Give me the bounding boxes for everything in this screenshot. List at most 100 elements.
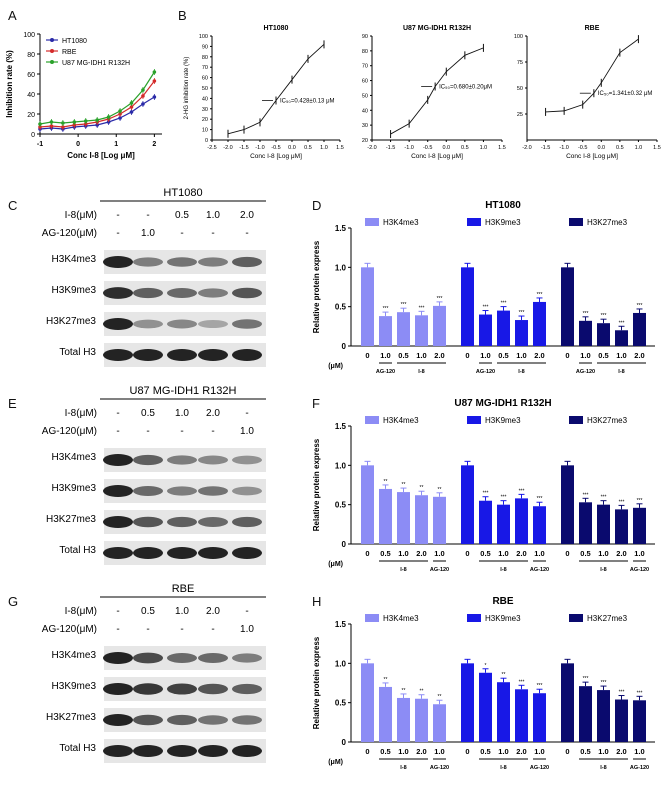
legend-label: RBE — [62, 49, 77, 56]
blot-band — [198, 683, 228, 695]
treatment-value: - — [146, 426, 149, 437]
data-point — [129, 105, 134, 109]
treatment-value: 1.0 — [240, 426, 254, 437]
category-label: 0 — [565, 351, 569, 360]
bar — [397, 492, 410, 544]
treatment-label: I-8(μM) — [65, 408, 97, 419]
blot-band — [232, 349, 262, 361]
y-tick-label: 50 — [202, 86, 208, 92]
ic50-annotation: IC₅₀=1.341±0.32 μM — [598, 91, 653, 97]
bar — [615, 699, 628, 742]
bar — [361, 267, 374, 346]
chart-title: RBE — [585, 25, 600, 32]
category-label: 0 — [365, 747, 369, 756]
y-tick-label: 90 — [202, 44, 208, 50]
blot-band — [198, 715, 228, 725]
treatment-label: AG-120(μM) — [42, 228, 97, 239]
category-label: 2.0 — [416, 747, 426, 756]
significance-mark: *** — [601, 680, 607, 686]
unit-label: (μM) — [328, 363, 343, 370]
category-label: 0 — [365, 549, 369, 558]
blot-band — [167, 288, 197, 298]
category-label: 1.0 — [616, 351, 626, 360]
data-point — [152, 95, 157, 99]
category-label: 1.0 — [398, 747, 408, 756]
legend-swatch — [569, 416, 583, 424]
category-label: 0.5 — [580, 549, 590, 558]
bar — [361, 663, 374, 742]
category-label: 0.5 — [580, 747, 590, 756]
y-tick-label: 90 — [362, 34, 368, 40]
bar — [479, 314, 492, 346]
significance-mark: *** — [583, 311, 589, 317]
x-axis-label: Conc I-8 [Log μM] — [411, 153, 463, 160]
legend-label: U87 MG-IDH1 R132H — [62, 60, 130, 67]
category-label: 1.0 — [598, 747, 608, 756]
x-tick-label: 0.5 — [616, 145, 624, 151]
category-label: 1.0 — [416, 351, 426, 360]
significance-mark: *** — [437, 296, 443, 302]
x-tick-label: -1.5 — [541, 145, 550, 151]
bar — [433, 704, 446, 742]
significance-mark: *** — [501, 495, 507, 501]
treatment-value: - — [116, 624, 119, 635]
blot-band — [232, 653, 262, 663]
bar — [479, 672, 492, 742]
x-tick-label: -2.0 — [367, 145, 376, 151]
blot-band — [167, 486, 197, 496]
significance-mark: *** — [637, 498, 643, 504]
blot-band — [167, 349, 197, 361]
group-label: AG-120 — [430, 765, 449, 771]
bar — [561, 465, 574, 544]
y-tick-label: 80 — [27, 52, 35, 59]
x-tick-label: 0.0 — [288, 145, 296, 151]
chart-h: RBE 0 0.5 1.0 1.5 Relative protein express (μM… — [312, 596, 655, 771]
blot-band — [103, 454, 133, 466]
group-label: AG-120 — [530, 765, 549, 771]
x-tick-label: 1.0 — [480, 145, 488, 151]
legend-label: H3K4me3 — [383, 416, 419, 425]
category-label: 0 — [565, 549, 569, 558]
legend-label: H3K9me3 — [485, 218, 521, 227]
category-label: 0.5 — [498, 351, 508, 360]
legend-marker — [50, 60, 54, 64]
category-label: 0.5 — [598, 351, 608, 360]
treatment-label: AG-120(μM) — [42, 426, 97, 437]
bar — [533, 693, 546, 742]
band-label: Total H3 — [59, 347, 96, 358]
treatment-value: - — [211, 624, 214, 635]
y-tick-label: 1.5 — [335, 224, 347, 233]
treatment-value: 1.0 — [175, 606, 189, 617]
bar — [615, 330, 628, 346]
blot-title: U87 MG-IDH1 R132H — [130, 385, 237, 397]
x-tick-label: 0.5 — [304, 145, 312, 151]
blot-band — [198, 547, 228, 559]
category-label: 2.0 — [616, 747, 626, 756]
treatment-value: - — [116, 210, 119, 221]
fit-curve — [227, 43, 325, 135]
legend-label: H3K4me3 — [383, 218, 419, 227]
category-label: 0.5 — [398, 351, 408, 360]
x-tick-label: 1.5 — [498, 145, 506, 151]
x-tick-label: 1.0 — [635, 145, 643, 151]
x-tick-label: 1 — [114, 141, 118, 148]
x-axis-label: Conc I-8 [Log μM] — [67, 151, 135, 160]
significance-mark: *** — [519, 310, 525, 316]
legend-swatch — [365, 218, 379, 226]
blot-band — [103, 485, 133, 497]
bar — [615, 509, 628, 544]
y-tick-label: 60 — [202, 76, 208, 82]
significance-mark: *** — [401, 302, 407, 308]
blot-band — [103, 349, 133, 361]
legend-label: H3K4me3 — [383, 614, 419, 623]
treatment-value: - — [245, 408, 248, 419]
x-tick-label: 1.5 — [336, 145, 344, 151]
blot-band — [133, 652, 163, 664]
band-label: H3K9me3 — [52, 285, 97, 296]
significance-mark: ** — [402, 482, 406, 488]
bar — [415, 698, 428, 742]
bar — [579, 502, 592, 544]
significance-mark: *** — [583, 676, 589, 682]
treatment-value: - — [116, 606, 119, 617]
group-label: AG-120 — [530, 567, 549, 573]
